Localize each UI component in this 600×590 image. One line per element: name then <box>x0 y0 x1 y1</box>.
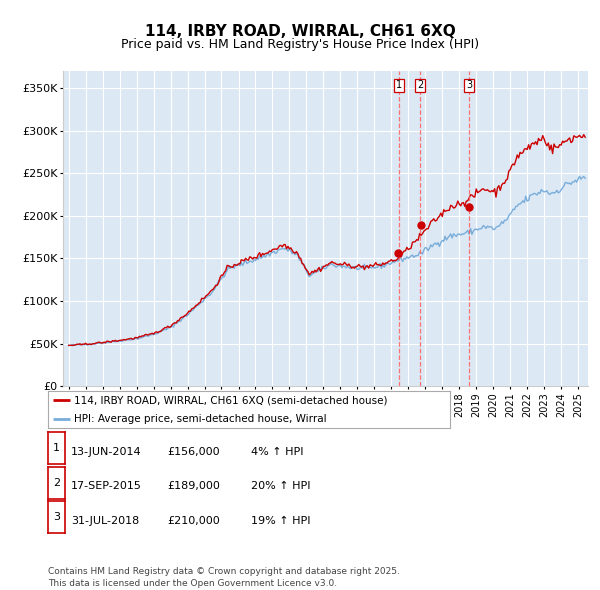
Text: £210,000: £210,000 <box>167 516 220 526</box>
Text: 3: 3 <box>53 512 60 522</box>
Text: 1: 1 <box>396 80 402 90</box>
Text: 19% ↑ HPI: 19% ↑ HPI <box>251 516 310 526</box>
Text: 3: 3 <box>466 80 472 90</box>
Text: 31-JUL-2018: 31-JUL-2018 <box>71 516 139 526</box>
Text: 17-SEP-2015: 17-SEP-2015 <box>71 481 142 491</box>
Text: 4% ↑ HPI: 4% ↑ HPI <box>251 447 303 457</box>
Text: 114, IRBY ROAD, WIRRAL, CH61 6XQ (semi-detached house): 114, IRBY ROAD, WIRRAL, CH61 6XQ (semi-d… <box>74 395 388 405</box>
Text: £156,000: £156,000 <box>167 447 220 457</box>
Text: HPI: Average price, semi-detached house, Wirral: HPI: Average price, semi-detached house,… <box>74 414 327 424</box>
Text: 2: 2 <box>53 478 60 487</box>
Text: 1: 1 <box>53 444 60 453</box>
Text: 2: 2 <box>417 80 424 90</box>
Text: £189,000: £189,000 <box>167 481 220 491</box>
Text: Contains HM Land Registry data © Crown copyright and database right 2025.
This d: Contains HM Land Registry data © Crown c… <box>48 567 400 588</box>
Text: 13-JUN-2014: 13-JUN-2014 <box>71 447 142 457</box>
Text: Price paid vs. HM Land Registry's House Price Index (HPI): Price paid vs. HM Land Registry's House … <box>121 38 479 51</box>
Text: 20% ↑ HPI: 20% ↑ HPI <box>251 481 310 491</box>
Text: 114, IRBY ROAD, WIRRAL, CH61 6XQ: 114, IRBY ROAD, WIRRAL, CH61 6XQ <box>145 24 455 38</box>
